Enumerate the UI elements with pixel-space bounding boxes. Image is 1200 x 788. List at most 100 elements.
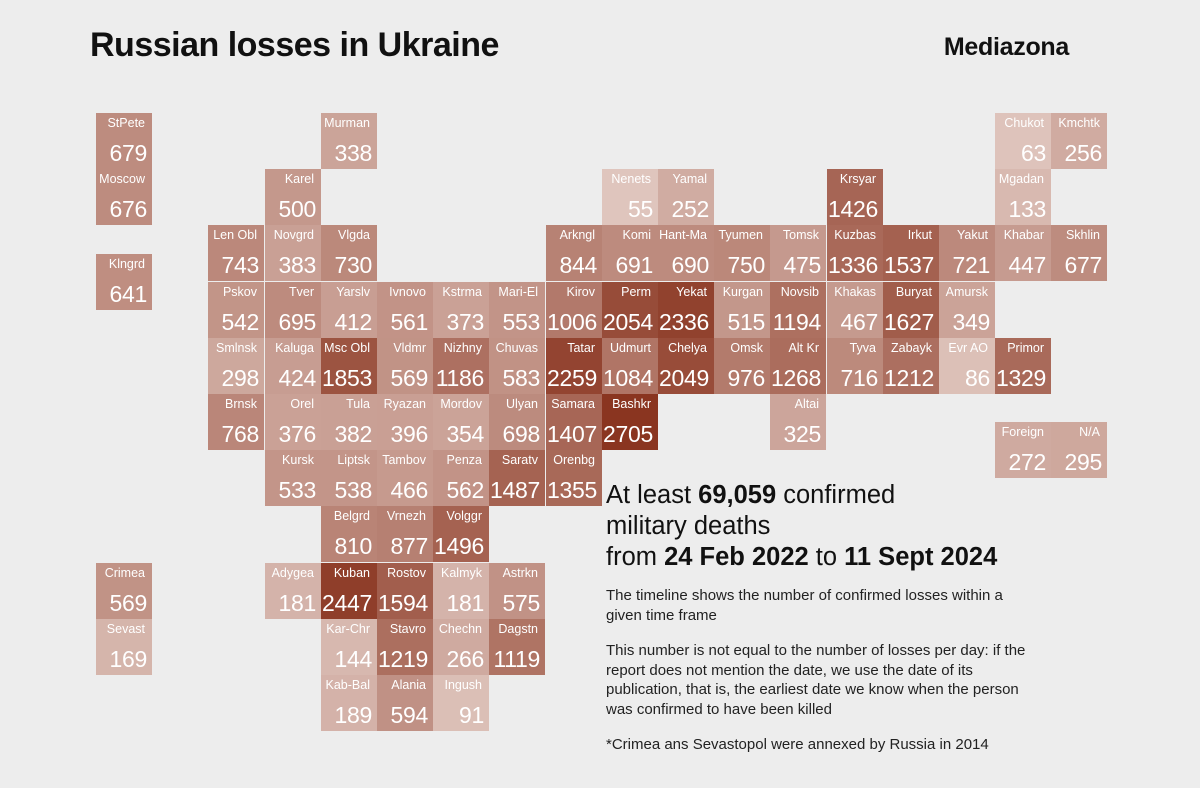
region-tile: Volggr 1496 — [433, 506, 489, 562]
region-label: Liptsk — [337, 453, 370, 467]
region-value: 466 — [390, 477, 429, 503]
region-tile: Krsyar 1426 — [827, 169, 883, 225]
region-label: Chelya — [668, 341, 707, 355]
region-label: Crimea — [104, 566, 145, 580]
region-value: 743 — [221, 252, 260, 278]
region-value: 295 — [1064, 449, 1103, 475]
region-label: Kab-Bal — [325, 678, 370, 692]
region-value: 500 — [278, 196, 317, 222]
region-label: Kar-Chr — [326, 622, 370, 636]
region-value: 189 — [334, 702, 373, 728]
region-value: 1853 — [322, 365, 372, 391]
brand-logo: Mediazona — [943, 33, 1069, 61]
region-value: 266 — [446, 646, 485, 672]
region-label: StPete — [107, 116, 145, 130]
region-tile: Komi 691 — [602, 225, 658, 281]
region-label: Kuban — [333, 566, 370, 580]
region-tile: Murman 338 — [321, 113, 377, 169]
region-value: 181 — [446, 590, 485, 616]
region-value: 55 — [628, 196, 653, 222]
region-value: 575 — [502, 590, 541, 616]
total-deaths: 69,059 — [698, 481, 777, 509]
region-tile: Vldmr 569 — [377, 338, 433, 394]
region-label: Orel — [290, 397, 314, 411]
region-value: 475 — [783, 252, 822, 278]
region-label: Omsk — [730, 341, 763, 355]
region-label: Alt Kr — [788, 341, 819, 355]
region-tile: Msc Obl 1853 — [321, 338, 377, 394]
headline-text: to — [808, 543, 845, 571]
region-value: 1487 — [490, 477, 540, 503]
region-label: Moscow — [99, 172, 145, 186]
region-tile: Tyumen 750 — [714, 225, 770, 281]
region-tile: Khabar 447 — [995, 225, 1051, 281]
region-label: Vldmr — [393, 341, 426, 355]
region-label: Arkngl — [559, 228, 595, 242]
region-label: Adygea — [271, 566, 314, 580]
region-label: Samara — [551, 397, 595, 411]
region-tile: Kurgan 515 — [714, 282, 770, 338]
region-tile: Nizhny 1186 — [433, 338, 489, 394]
region-tile: Yamal 252 — [658, 169, 714, 225]
region-label: Penza — [446, 453, 482, 467]
region-value: 730 — [334, 252, 373, 278]
region-tile: Smlnsk 298 — [208, 338, 264, 394]
region-label: Len Obl — [213, 228, 257, 242]
region-value: 641 — [109, 281, 148, 307]
region-tile: Novgrd 383 — [265, 225, 321, 281]
region-tile: Mgadan 133 — [995, 169, 1051, 225]
region-tile: Altai 325 — [770, 394, 826, 450]
region-value: 349 — [952, 309, 991, 335]
region-label: Yarslv — [336, 285, 370, 299]
region-value: 690 — [671, 252, 710, 278]
region-value: 844 — [559, 252, 598, 278]
method-note: This number is not equal to the number o… — [606, 642, 1026, 718]
region-label: Perm — [621, 285, 651, 299]
region-value: 373 — [446, 309, 485, 335]
region-tile: Samara 1407 — [546, 394, 602, 450]
region-label: Novgrd — [273, 228, 314, 242]
region-tile: Vlgda 730 — [321, 225, 377, 281]
region-tile: Alt Kr 1268 — [770, 338, 826, 394]
region-tile: Kstrma 373 — [433, 282, 489, 338]
region-value: 1426 — [828, 196, 878, 222]
region-label: Pskov — [222, 285, 257, 299]
region-label: N/A — [1079, 425, 1100, 439]
region-tile: Saratv 1487 — [489, 450, 545, 506]
region-value: 86 — [965, 365, 990, 391]
region-label: Alania — [391, 678, 426, 692]
region-value: 2049 — [659, 365, 709, 391]
region-value: 1194 — [772, 309, 822, 335]
region-label: Chechn — [438, 622, 482, 636]
region-tile: Crimea 569 — [96, 563, 152, 619]
region-tile: Skhlin 677 — [1051, 225, 1107, 281]
region-label: Komi — [622, 228, 651, 242]
region-tile: Penza 562 — [433, 450, 489, 506]
region-tile: Kalmyk 181 — [433, 563, 489, 619]
region-label: Kmchtk — [1058, 116, 1100, 130]
region-value: 594 — [390, 702, 429, 728]
region-value: 1084 — [603, 365, 653, 391]
region-value: 272 — [1008, 449, 1047, 475]
region-tile: Orenbg 1355 — [546, 450, 602, 506]
region-label: Amursk — [945, 285, 988, 299]
region-tile: Omsk 976 — [714, 338, 770, 394]
region-value: 383 — [278, 252, 317, 278]
region-label: Belgrd — [333, 509, 370, 523]
region-label: Tambov — [382, 453, 426, 467]
region-value: 382 — [334, 421, 373, 447]
region-tile: Zabayk 1212 — [883, 338, 939, 394]
region-value: 1537 — [884, 252, 934, 278]
region-value: 467 — [840, 309, 879, 335]
region-tile: Ryazan 396 — [377, 394, 433, 450]
region-tile: Vrnezh 877 — [377, 506, 433, 562]
region-value: 2259 — [547, 365, 597, 391]
region-label: Tver — [289, 285, 314, 299]
region-label: Dagstn — [498, 622, 538, 636]
region-tile: Yakut 721 — [939, 225, 995, 281]
region-tile: Adygea 181 — [265, 563, 321, 619]
region-tile: Chukot 63 — [995, 113, 1051, 169]
region-tile: Astrkn 575 — [489, 563, 545, 619]
region-value: 1627 — [884, 309, 934, 335]
